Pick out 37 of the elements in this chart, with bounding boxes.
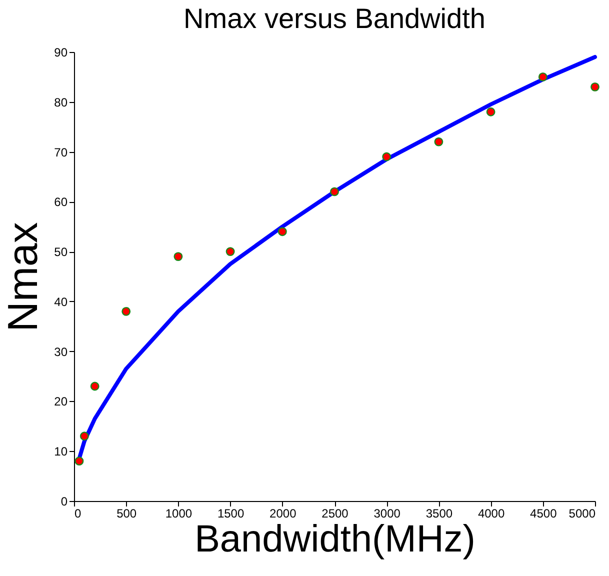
x-tick-label: 4000 — [478, 506, 505, 520]
y-tick-label: 0 — [60, 494, 68, 508]
x-tick-label: 5000 — [568, 506, 596, 520]
x-tick-label: 0 — [74, 506, 82, 520]
y-tick-label: 80 — [54, 95, 68, 110]
point — [486, 107, 496, 116]
y-tick-label: 20 — [54, 394, 68, 409]
point — [590, 82, 600, 92]
point — [330, 187, 339, 196]
x-tick-label: 1000 — [165, 506, 192, 520]
point — [226, 247, 235, 256]
y-tick-label: 40 — [54, 294, 68, 309]
x-tick-label: 2000 — [270, 506, 297, 520]
x-tick-label: 3500 — [426, 506, 453, 520]
point — [278, 227, 287, 236]
y-tick-label: 90 — [54, 46, 68, 60]
y-tick-label: 50 — [54, 245, 68, 260]
x-tick-label: 4500 — [530, 506, 558, 520]
y-tick-label: 10 — [54, 444, 68, 459]
point — [90, 382, 100, 391]
y-axis-title: Nmax — [0, 222, 46, 332]
y-tick-label: 70 — [54, 145, 68, 160]
point — [538, 72, 548, 82]
point — [74, 456, 84, 466]
chart-title: Nmax versus Bandwidth — [184, 3, 486, 34]
x-tick-label: 2500 — [322, 506, 349, 520]
point — [174, 252, 183, 262]
point — [434, 137, 444, 146]
y-tick-label: 30 — [54, 344, 68, 359]
point — [122, 306, 131, 316]
x-tick-label: 500 — [116, 506, 137, 520]
point — [382, 152, 392, 162]
x-tick-label: 3000 — [374, 506, 401, 520]
y-tick-label: 60 — [54, 195, 68, 210]
x-tick-label: 1500 — [217, 506, 244, 520]
x-axis-title: Bandwidth(MHz) — [194, 518, 476, 560]
point — [80, 432, 89, 441]
